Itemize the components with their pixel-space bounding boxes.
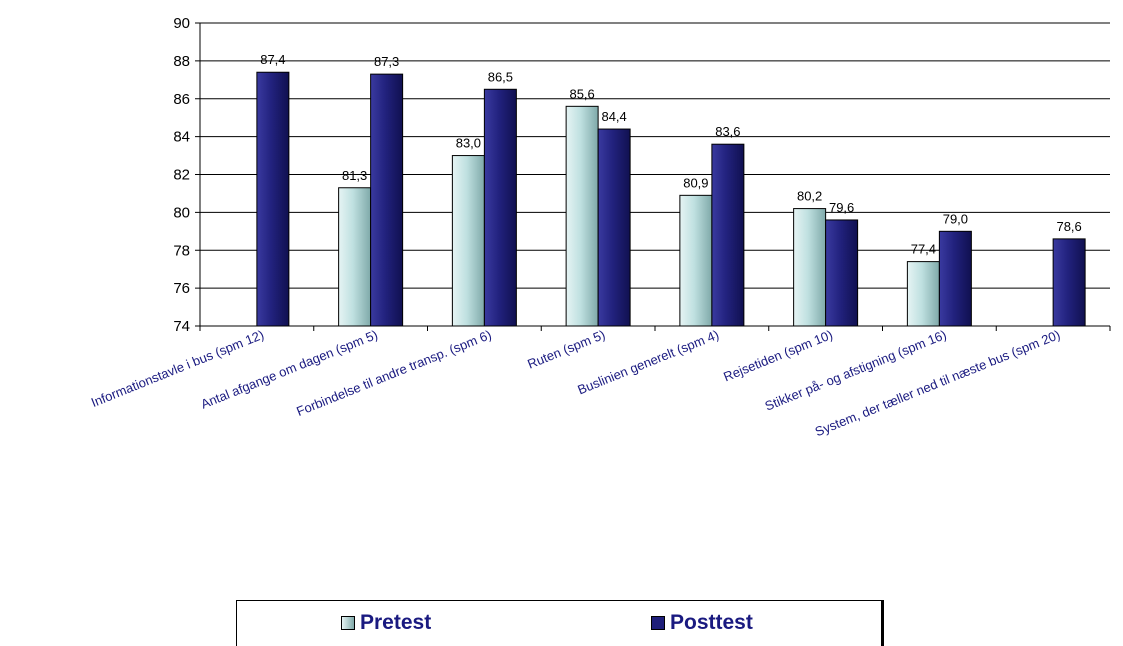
- data-label-posttest: 84,4: [601, 109, 626, 124]
- data-label-posttest: 87,4: [260, 52, 285, 67]
- bar-posttest: [483, 88, 517, 327]
- x-category-label: Informationstavle i bus (spm 12): [89, 327, 266, 410]
- y-tick-label: 76: [173, 280, 190, 297]
- legend: Pretest Posttest: [236, 600, 882, 646]
- legend-swatch-posttest: [651, 616, 665, 630]
- bar-pretest: [679, 194, 713, 327]
- y-tick-label: 74: [173, 318, 190, 335]
- bar-posttest: [1052, 238, 1086, 327]
- bar-posttest: [711, 143, 745, 327]
- y-tick-label: 82: [173, 167, 190, 184]
- legend-swatch-pretest: [341, 616, 355, 630]
- data-label-pretest: 83,0: [456, 136, 481, 151]
- bars: [256, 71, 1086, 327]
- bar-posttest: [597, 128, 631, 327]
- axes: 74 76 78 80 82 84 86 88 90: [173, 15, 1111, 335]
- y-tick-label: 90: [173, 15, 190, 32]
- bar-posttest: [938, 230, 972, 327]
- gridlines: [200, 22, 1110, 327]
- bar-posttest: [825, 219, 859, 327]
- data-label-posttest: 86,5: [488, 69, 513, 84]
- x-category-label: Ruten (spm 5): [525, 327, 607, 372]
- data-labels: 87,4 81,3 87,3 83,0 86,5 85,6 84,4 80,9 83,6 80,2…: [260, 52, 1082, 256]
- legend-item-pretest: Pretest: [341, 611, 431, 635]
- data-label-pretest: 85,6: [569, 86, 594, 101]
- x-category-label: Forbindelse til andre transp. (spm 6): [294, 327, 493, 419]
- data-label-posttest: 83,6: [715, 124, 740, 139]
- bar-pretest: [338, 187, 372, 327]
- y-tick-label: 84: [173, 129, 190, 146]
- data-label-pretest: 81,3: [342, 168, 367, 183]
- bar-pretest: [906, 261, 940, 327]
- y-tick-label: 80: [173, 204, 190, 221]
- data-label-pretest: 77,4: [911, 242, 936, 257]
- bar-pretest: [793, 208, 827, 327]
- data-label-pretest: 80,2: [797, 189, 822, 204]
- x-category-label: Antal afgange om dagen (spm 5): [199, 327, 380, 412]
- data-label-posttest: 79,0: [943, 211, 968, 226]
- bar-pretest: [451, 155, 485, 327]
- legend-label-posttest: Posttest: [670, 611, 753, 634]
- y-tick-label: 88: [173, 53, 190, 70]
- data-label-posttest: 87,3: [374, 54, 399, 69]
- y-tick-label: 86: [173, 91, 190, 108]
- bar-posttest: [370, 73, 404, 327]
- bar-posttest: [256, 71, 290, 327]
- data-label-pretest: 80,9: [683, 175, 708, 190]
- y-tick-label: 78: [173, 242, 190, 259]
- data-label-posttest: 79,6: [829, 200, 854, 215]
- legend-label-pretest: Pretest: [360, 611, 432, 634]
- x-category-label: Stikker på- og afstigning (spm 16): [763, 327, 949, 414]
- data-label-posttest: 78,6: [1056, 219, 1081, 234]
- bar-pretest: [565, 105, 599, 327]
- category-labels: Informationstavle i bus (spm 12)Antal af…: [89, 327, 1062, 439]
- legend-item-posttest: Posttest: [651, 611, 753, 635]
- x-category-label: Rejsetiden (spm 10): [721, 327, 834, 384]
